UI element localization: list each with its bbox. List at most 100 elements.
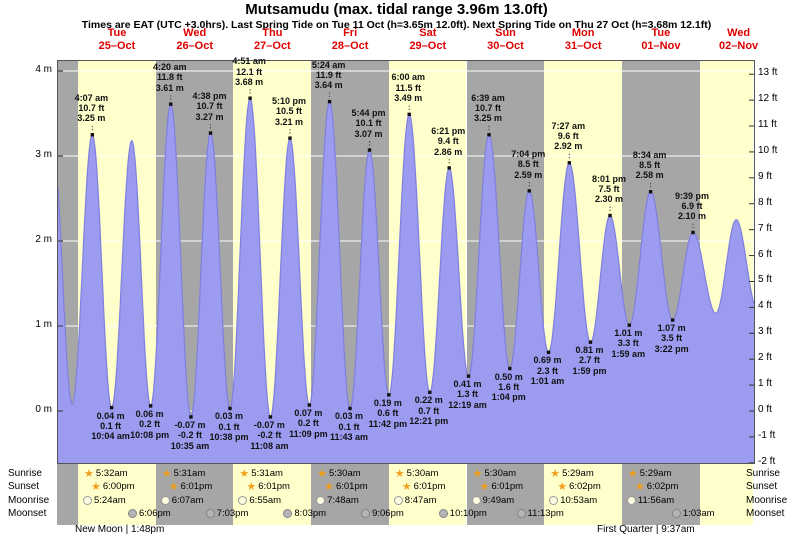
moonrise-circle-icon [238,496,248,505]
high-tide-label: 6:39 am 10.7 ft 3.25 m [471,93,505,124]
astro-time: 1:03am [682,508,715,519]
day-label: Mon 31–Oct [544,27,622,52]
tide-label-line: 1.07 m [657,323,686,334]
feet-tick-label: -2 ft [758,455,776,467]
feet-tick-label: 6 ft [758,248,772,260]
sunrise-star-icon: ★ [550,467,561,480]
astro-time: 6:01pm [180,481,213,492]
sunset-star-icon: ★ [634,480,645,493]
tide-extreme-dot [348,406,352,411]
meter-tick-label: 1 m [35,319,52,330]
day-date: 01–Nov [641,39,681,52]
sunset-star-icon: ★ [168,480,179,493]
tide-label-line: 3.25 m [474,113,503,124]
tide-label-line: 11.9 ft [315,69,342,80]
tide-label-line: 2.86 m [434,146,463,157]
astro-entry: 11:13pm [516,507,564,520]
astro-time: 6:00pm [102,481,135,492]
high-tide-label: 6:21 pm 9.4 ft 2.86 m [431,126,465,157]
day-date: 28–Oct [331,39,369,52]
feet-tick-label: 4 ft [758,300,772,312]
tide-label-line: 0.6 ft [377,408,399,419]
day-name: Wed [183,27,207,39]
astro-entry: ★ 6:01pm [480,480,524,493]
tide-label-line: 10:08 pm [130,429,170,440]
tide-label-line: 9:39 pm [674,190,709,201]
feet-tick-label: 11 ft [758,119,777,130]
tide-label-line: 9.4 ft [437,136,459,147]
astro-time: 6:01pm [258,481,290,492]
astro-time: 6:01pm [413,481,446,492]
sunset-star-icon: ★ [479,480,490,493]
meter-tick-label: 3 m [35,149,52,160]
astro-entry: ★ 5:32am [84,467,128,480]
tide-label-line: 12:19 am [448,399,487,410]
tide-extreme-dot [567,161,572,165]
astro-entry: ★ 6:02pm [557,480,601,493]
tide-label-line: 1:04 pm [491,392,526,403]
moonset-circle-icon [283,509,293,518]
astro-time: 6:06pm [139,508,171,519]
tide-label-line: 0.2 ft [139,419,161,430]
astro-time: 6:07am [171,495,204,506]
sunrise-star-icon: ★ [394,467,405,480]
sunrise-star-icon: ★ [472,467,483,480]
moonrise-circle-icon [549,496,559,505]
astro-time: 8:47am [404,495,437,506]
day-date: 31–Oct [564,39,602,52]
tide-label-line: -0.2 ft [257,430,282,441]
feet-tick-label: -1 ft [758,429,776,441]
sunset-star-icon: ★ [557,480,568,493]
tide-label-line: 4:38 pm [192,91,227,102]
astro-time: 6:02pm [569,481,601,492]
astro-time: 10:53am [560,495,598,506]
astro-entry: ★ 6:01pm [169,480,213,493]
astro-entry: ★ 6:01pm [324,480,368,493]
high-tide-label: 6:00 am 11.5 ft 3.49 m [391,72,425,103]
tide-label-line: 0.04 m [96,410,125,421]
day-name: Thu [262,27,283,39]
tide-label-line: 11.8 ft [156,72,183,83]
tide-label-line: 11:42 pm [368,418,408,429]
tide-label-line: 10.7 ft [475,103,502,114]
astro-entry: 9:49am [471,494,514,507]
day-name: Sun [495,27,516,39]
astro-time: 6:01pm [335,481,368,492]
sunset-star-icon: ★ [246,480,257,493]
astro-row-label-left: Moonset [8,508,47,519]
astro-entry: ★ 5:31am [239,467,283,480]
astro-row-label-left: Moonrise [8,495,50,506]
feet-tick-label: 7 ft [758,222,772,234]
tide-extreme-dot [268,415,273,419]
tide-label-line: 3.25 m [77,113,106,124]
astro-entry: ★ 5:30am [473,467,517,480]
day-label: Fri 28–Oct [311,27,389,52]
tide-label-line: 2.7 ft [578,355,600,366]
astro-time: 5:30am [484,468,517,479]
tide-label-line: 10.5 ft [275,106,302,117]
day-name: Sat [419,27,437,39]
tide-label-line: 0.03 m [335,411,364,422]
high-tide-label: 5:44 pm 10.1 ft 3.07 m [351,108,385,139]
tide-label-line: 7.5 ft [598,183,620,194]
high-tide-label: 4:07 am 10.7 ft 3.25 m [75,93,109,124]
day-date: 25–Oct [98,39,136,52]
meter-tick-label: 4 m [35,64,52,75]
tide-label-line: 6:00 am [391,72,425,83]
astro-entry: 6:06pm [128,507,171,520]
day-name: Tue [107,27,127,39]
astro-entry: 11:56am [626,494,674,507]
astro-entry: ★ 6:01pm [246,480,290,493]
astro-time: 9:06pm [372,508,404,519]
tide-label-line: 10:35 am [170,440,210,451]
astro-entry: 5:24am [83,494,126,507]
tide-extreme-dot [307,403,312,407]
tide-label-line: 0.1 ft [100,420,122,431]
astro-time: 5:31am [173,468,206,479]
tide-label-line: 10.7 ft [78,103,105,114]
day-label: Sun 30–Oct [467,27,545,52]
high-tide-label: 9:39 pm 6.9 ft 2.10 m [675,191,709,222]
astro-entry: 7:48am [316,494,359,507]
tide-extreme-dot [546,350,551,355]
